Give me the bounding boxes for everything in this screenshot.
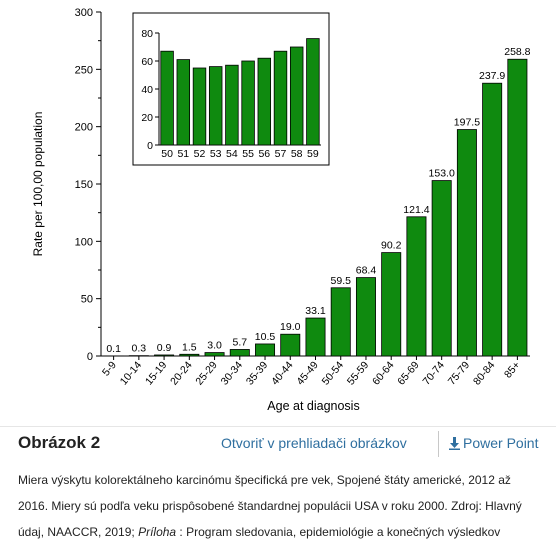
bar-value-label: 237.9: [479, 70, 505, 82]
inset-y-tick-label: 80: [141, 28, 153, 40]
x-tick-label: 10-14: [118, 359, 145, 387]
bar: [456, 129, 477, 357]
inset-x-tick-label: 57: [275, 148, 287, 160]
y-tick-label: 150: [75, 179, 93, 191]
bar-value-label: 0.9: [157, 342, 172, 354]
inset-x-tick-label: 53: [210, 148, 222, 160]
inset-x-tick-label: 56: [258, 148, 270, 160]
caption-italic: Príloha: [138, 525, 177, 539]
bar: [280, 333, 301, 357]
bar-value-label: 258.8: [504, 46, 530, 58]
bar: [355, 277, 376, 357]
inset-bar: [225, 64, 239, 146]
inset-bar: [306, 38, 320, 146]
y-tick-label: 100: [75, 236, 93, 248]
inset-bar: [241, 60, 255, 146]
bar: [154, 354, 175, 357]
bar: [330, 287, 351, 357]
bar-value-label: 0.1: [106, 343, 121, 355]
bar: [482, 82, 503, 357]
inset-x-tick-label: 52: [194, 148, 206, 160]
bar-value-label: 0.3: [132, 343, 147, 355]
toolbar-divider: [438, 431, 439, 457]
inset-bar: [192, 67, 207, 146]
inset-bar: [176, 59, 191, 146]
y-axis-label: Rate per 100,00 population: [31, 112, 45, 257]
x-tick-label: 70-74: [421, 359, 448, 387]
bar-value-label: 90.2: [381, 240, 402, 252]
x-tick-label: 35-39: [244, 359, 271, 387]
x-tick-label: 85+: [502, 359, 523, 380]
figure-toolbar: Obrázok 2 Otvoriť v prehliadači obrázkov…: [0, 426, 556, 461]
inset-bar: [160, 50, 174, 146]
x-tick-label: 20-24: [168, 359, 195, 387]
bar-value-label: 33.1: [305, 305, 326, 317]
x-tick-label: 5-9: [100, 359, 119, 378]
figure-caption: Miera výskytu kolorektálneho karcinómu š…: [18, 467, 544, 545]
inset-x-tick-label: 58: [291, 148, 303, 160]
bar: [431, 180, 452, 357]
x-tick-label: 55-59: [345, 359, 372, 387]
inset-bar: [257, 57, 272, 146]
chart-area: 0 50 100 150 200 250 300 Rate per 100,00 popula…: [31, 7, 531, 413]
power-point-label: Power Point: [463, 435, 539, 451]
bar: [381, 252, 402, 357]
y-tick-label: 200: [75, 122, 93, 134]
bar-value-label: 197.5: [454, 117, 480, 129]
y-tick-label: 50: [81, 294, 93, 306]
inset-bar: [273, 50, 288, 146]
bar-value-label: 1.5: [182, 341, 197, 353]
bar-value-label: 10.5: [255, 331, 276, 343]
bar-value-label: 19.0: [280, 321, 301, 333]
inset-x-tick-label: 50: [161, 148, 173, 160]
inset-y-tick-label: 20: [141, 112, 153, 124]
caption-tail: : Program sledovania, epidemiológie a ko…: [176, 525, 501, 539]
bar: [305, 317, 326, 357]
open-in-image-viewer-link[interactable]: Otvoriť v prehliadači obrázkov: [221, 435, 407, 451]
inset-y-tick-label: 0: [147, 140, 153, 152]
bar: [179, 353, 200, 357]
inset-y-tick-label: 40: [141, 84, 153, 96]
bar-value-label: 3.0: [207, 340, 222, 352]
x-tick-label: 30-34: [219, 359, 246, 387]
x-tick-label: 80-84: [471, 359, 498, 387]
x-tick-label: 40-44: [269, 359, 296, 387]
inset-bar: [208, 66, 223, 146]
inset-x-tick-label: 51: [177, 148, 189, 160]
bar-value-label: 68.4: [356, 265, 377, 277]
x-axis-label: Age at diagnosis: [267, 399, 359, 413]
inset-y-tick-label: 60: [141, 56, 153, 68]
x-tick-label: 25-29: [193, 359, 220, 387]
bar: [204, 352, 225, 357]
x-tick-label: 65-69: [395, 359, 422, 387]
x-tick-label: 75-79: [446, 359, 473, 387]
x-tick-label: 60-64: [370, 359, 397, 387]
download-arrow-icon: [449, 437, 460, 450]
y-tick-label: 250: [75, 64, 93, 76]
y-tick-label: 300: [75, 7, 93, 19]
inset-x-tick-label: 55: [242, 148, 254, 160]
x-tick-label: 15-19: [143, 359, 170, 387]
bar: [406, 216, 427, 357]
y-tick-label: 0: [87, 351, 93, 363]
power-point-button[interactable]: Power Point: [448, 435, 538, 451]
bar: [255, 343, 276, 357]
bar: [507, 58, 528, 357]
figure-label: Obrázok 2: [18, 433, 101, 452]
inset-x-tick-label: 54: [226, 148, 238, 160]
bar-value-label: 59.5: [331, 275, 352, 287]
inset-x-tick-label: 59: [307, 148, 319, 160]
bar-value-label: 121.4: [403, 204, 429, 216]
x-tick-label: 50-54: [320, 359, 347, 387]
x-tick-label: 45-49: [294, 359, 321, 387]
bar-value-label: 5.7: [232, 336, 247, 348]
bar: [229, 349, 250, 357]
bar-value-label: 153.0: [429, 168, 455, 180]
inset-bar: [289, 46, 304, 146]
caption-text: Miera výskytu kolorektálneho karcinómu š…: [18, 473, 522, 539]
